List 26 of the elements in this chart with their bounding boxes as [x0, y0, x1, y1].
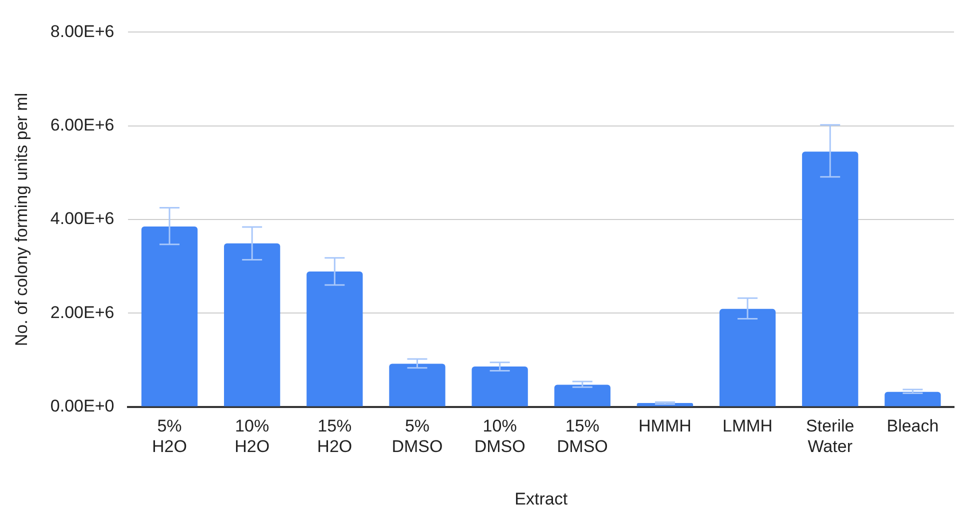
x-tick-label: LMMH [722, 416, 773, 436]
y-tick-label: 0.00E+0 [50, 396, 114, 416]
y-axis-title: No. of colony forming units per ml [12, 92, 31, 346]
x-axis-title: Extract [514, 489, 568, 508]
bar [389, 364, 446, 406]
bar [224, 243, 280, 406]
x-tick-label: 15% DMSO [556, 416, 608, 456]
bar [554, 384, 610, 406]
x-tick-label: HMMH [638, 416, 692, 436]
bar [141, 226, 198, 406]
bar [719, 308, 776, 406]
x-tick-label: 5% DMSO [392, 416, 443, 456]
x-tick-label: 10% H2O [234, 416, 270, 456]
bar [472, 366, 528, 406]
bar [802, 152, 858, 406]
bar [306, 271, 363, 406]
x-tick-label: 10% DMSO [474, 416, 526, 456]
bar [884, 392, 941, 406]
x-tick-label: 15% H2O [317, 416, 352, 456]
y-tick-label: 4.00E+6 [50, 209, 114, 228]
y-tick-label: 6.00E+6 [50, 116, 114, 135]
x-tick-label: 5% H2O [152, 416, 187, 456]
y-tick-label: 8.00E+6 [50, 22, 114, 41]
y-tick-label: 2.00E+6 [50, 302, 114, 322]
x-tick-label: Bleach [886, 416, 939, 436]
x-tick-label: Sterile Water [806, 416, 854, 456]
